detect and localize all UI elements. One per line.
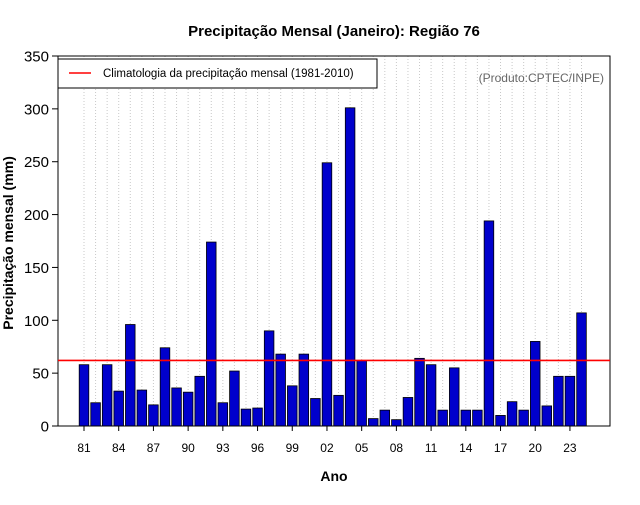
x-tick-label: 08	[390, 441, 404, 455]
bar-22	[553, 375, 564, 427]
y-tick-label: 50	[32, 366, 49, 383]
x-tick-label: 14	[459, 441, 473, 455]
bar-16	[483, 220, 495, 427]
bar-92	[206, 241, 217, 427]
bar-06	[368, 418, 379, 427]
x-tick-label: 17	[494, 441, 508, 455]
bar-85	[125, 324, 136, 427]
y-tick-label: 100	[24, 313, 49, 330]
bar-99	[287, 385, 298, 427]
bar-09	[402, 397, 414, 427]
bar-91	[194, 375, 205, 427]
x-tick-label: 87	[147, 441, 161, 455]
bar-81	[78, 364, 90, 427]
y-tick-label: 0	[41, 419, 49, 436]
bar-01	[310, 398, 321, 427]
x-tick-label: 02	[320, 441, 334, 455]
bar-95	[240, 408, 252, 427]
bar-17	[495, 415, 506, 427]
x-tick-label: 99	[286, 441, 300, 455]
y-tick-label: 350	[24, 49, 49, 66]
bar-15	[472, 409, 483, 427]
x-tick-label: 84	[112, 441, 126, 455]
x-tick-label: 23	[563, 441, 577, 455]
x-tick-label: 93	[216, 441, 230, 455]
bar-02	[321, 162, 333, 427]
legend-box	[57, 58, 378, 89]
plot-border	[57, 55, 611, 427]
bar-90	[182, 391, 194, 427]
bar-94	[229, 370, 240, 427]
bar-14	[460, 409, 472, 427]
x-tick-label: 20	[529, 441, 543, 455]
bar-89	[171, 387, 182, 427]
bar-07	[379, 409, 391, 427]
source-annotation: (Produto:CPTEC/INPE)	[479, 71, 604, 85]
bar-18	[506, 401, 518, 427]
bar-93	[217, 402, 229, 427]
y-tick-label: 250	[24, 154, 49, 171]
y-axis-label: Precipitação mensal (mm)	[0, 156, 16, 330]
x-tick-label: 81	[77, 441, 91, 455]
bar-82	[90, 402, 101, 427]
legend-label: Climatologia da precipitação mensal (198…	[103, 68, 354, 80]
x-tick-label: 05	[355, 441, 369, 455]
y-tick-label: 150	[24, 260, 49, 277]
bar-12	[437, 409, 448, 427]
bar-96	[252, 407, 263, 427]
bar-13	[449, 367, 460, 427]
bar-98	[275, 353, 286, 427]
chart-title: Precipitação Mensal (Janeiro): Região 76	[188, 23, 480, 40]
bar-23	[564, 375, 576, 427]
bar-20	[530, 341, 541, 427]
bar-88	[159, 347, 171, 427]
bar-97	[263, 330, 275, 427]
x-tick-label: 96	[251, 441, 265, 455]
y-tick-label: 300	[24, 101, 49, 118]
bar-24	[576, 312, 587, 427]
x-axis-label: Ano	[320, 468, 347, 484]
bar-00	[298, 353, 310, 427]
bar-86	[136, 389, 148, 427]
x-tick-label: 11	[425, 441, 438, 455]
bar-11	[425, 364, 437, 427]
x-tick-label: 90	[181, 441, 195, 455]
bar-03	[333, 394, 344, 427]
bar-05	[356, 360, 367, 427]
bar-04	[344, 107, 356, 427]
bar-83	[101, 364, 113, 427]
y-tick-label: 200	[24, 207, 49, 224]
bar-08	[391, 419, 402, 427]
bar-10	[414, 357, 425, 427]
bar-21	[541, 405, 553, 427]
bar-87	[148, 404, 159, 427]
bar-19	[518, 409, 529, 427]
bar-84	[113, 390, 124, 427]
